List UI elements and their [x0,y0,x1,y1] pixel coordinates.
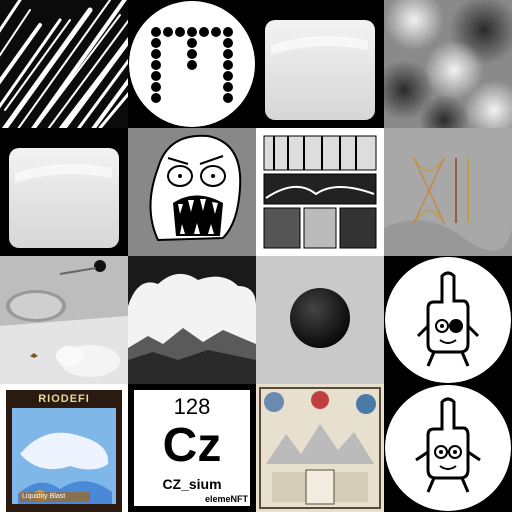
tile-middle-finger-character-1[interactable] [384,256,512,384]
dot-mark [151,27,161,37]
tile-element-card[interactable]: 128 Cz CZ_sium elemeNFT [128,384,256,512]
element-number: 128 [173,394,211,419]
streaks-art [0,0,128,128]
dot-mark [163,27,173,37]
element-brand: elemeNFT [204,494,248,504]
dot-mark [187,27,197,37]
manga-panels-art [256,128,384,256]
tile-black-sphere[interactable] [256,256,384,384]
element-symbol: Cz [162,419,222,472]
dot-mark [151,93,161,103]
dot-mark [199,27,209,37]
dot-mark [223,38,233,48]
gray-card-art [256,0,384,128]
tile-rage-face[interactable] [128,128,256,256]
dot-mark [151,82,161,92]
landscape-art [128,256,256,384]
dot-mark [151,60,161,70]
tile-blank-gray-card-2[interactable] [0,128,128,256]
tile-vintage-poster[interactable] [256,384,384,512]
dot-mark [187,38,197,48]
tile-gray-room-scene[interactable] [0,256,128,384]
tile-riodefi-card[interactable]: RIODEFI Liquidity Blast [0,384,128,512]
dot-mark [223,49,233,59]
tile-middle-finger-character-2[interactable] [384,384,512,512]
tile-streaks[interactable] [0,0,128,128]
finger-character-art-2 [384,384,512,512]
gray-card-art-2 [0,128,128,256]
glyphs-art [384,128,512,256]
dot-mark [223,82,233,92]
dot-mark [223,93,233,103]
dot-mark [187,49,197,59]
dot-mark [187,60,197,70]
dot-mark [175,27,185,37]
rage-face-art [128,128,256,256]
dot-mark [211,27,221,37]
element-card-panel [134,390,250,506]
riodefi-title: RIODEFI [38,393,90,405]
dot-mark [223,60,233,70]
riodefi-art [0,384,128,512]
tile-blank-gray-card-1[interactable] [256,0,384,128]
tile-dot-m-logo[interactable] [128,0,256,128]
tile-gray-wall-glyphs[interactable] [384,128,512,256]
dot-mark [151,71,161,81]
dot-mark [223,71,233,81]
dot-mark [151,38,161,48]
tile-foggy-landscape[interactable] [128,256,256,384]
dot-mark [151,49,161,59]
vintage-poster-art [256,384,384,512]
element-name: CZ_sium [162,476,222,492]
clouds-art [384,0,512,128]
dot-mark [223,27,233,37]
room-scene-art [0,256,128,384]
sphere-art [256,256,384,384]
dot-m-art [128,0,256,128]
tile-manga-forest-panels[interactable] [256,128,384,256]
finger-character-art-1 [384,256,512,384]
riodefi-footer: Liquidity Blast [22,493,66,500]
tile-gray-clouds[interactable] [384,0,512,128]
